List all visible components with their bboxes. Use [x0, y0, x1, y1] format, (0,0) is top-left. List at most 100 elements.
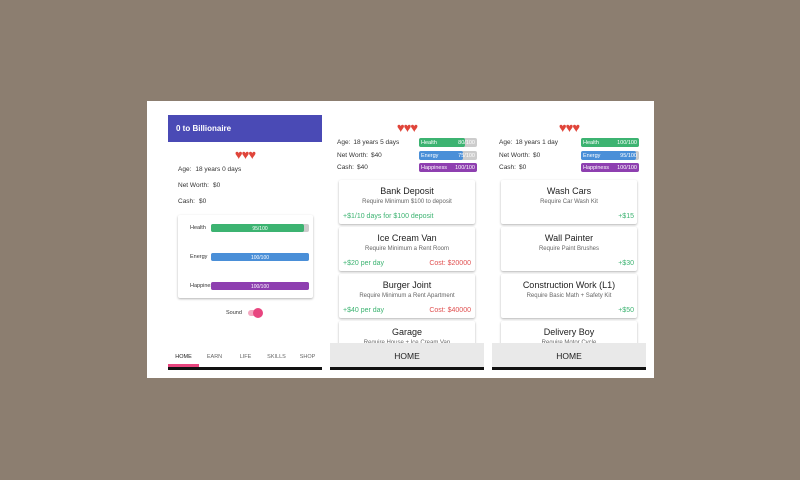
meter-bar [581, 138, 639, 147]
card-income: +$1/10 days for $100 deposit [343, 213, 434, 220]
meter-label: Health [190, 225, 206, 231]
meter-value: 95/100 [252, 225, 268, 232]
stat-row: Age: 18 years 0 days [178, 166, 241, 173]
toggle-knob [253, 308, 263, 318]
meter-value: 100/100 [455, 165, 475, 171]
meter-bar [419, 150, 463, 160]
stat-row: Net Worth: $0 [178, 182, 220, 189]
toggle-label: Sound [226, 310, 242, 316]
card-income: +$20 per day [343, 260, 385, 267]
card-requirement: Require Minimum $100 to deposit [362, 199, 452, 205]
nav-tab[interactable]: SHOP [299, 354, 316, 360]
card-title: Delivery Boy [543, 327, 595, 337]
stat-row: Net Worth: $40 [337, 152, 382, 159]
phone-screen: 0 to Billionaire ♥♥♥ Age: 18 years 0 days Ne… [168, 115, 322, 370]
stat-value: 18 years 1 day [515, 139, 559, 146]
meter-value: 100/100 [617, 140, 637, 146]
meter-bar [581, 163, 639, 172]
meter-value: 100/100 [250, 254, 270, 261]
card-title: Wall Painter [544, 233, 594, 243]
item-card[interactable]: Wall Painter Require Paint Brushes +$30 [501, 227, 637, 271]
card-requirement: Require Basic Math + Safety Kit [526, 293, 612, 299]
item-card[interactable]: Bank Deposit Require Minimum $100 to depo… [339, 180, 475, 224]
stat-label: Net Worth: [499, 151, 530, 159]
card-requirement: Require Minimum a Rent Apartment [359, 293, 455, 299]
card-requirement: Require Minimum a Rent Room [364, 246, 450, 252]
stat-row: Age: 18 years 5 days [337, 139, 399, 146]
app-title: 0 to Billionaire [176, 124, 232, 133]
footer-button[interactable]: HOME [394, 351, 420, 361]
screenshot-panel: 0 to Billionaire ♥♥♥ Age: 18 years 0 days Ne… [147, 101, 654, 378]
meter-label: Energy [583, 152, 601, 159]
meter-label: Happiness [421, 165, 447, 171]
toggle-switch[interactable] [248, 308, 263, 318]
footer-bar [330, 343, 484, 367]
meter-bar [211, 282, 309, 290]
meter-label: Happiness [583, 165, 609, 171]
nav-tab[interactable]: HOME [175, 354, 192, 360]
nav-tab[interactable]: EARN [206, 354, 223, 360]
hearts: ♥♥♥ [558, 120, 580, 135]
hearts: ♥♥♥ [396, 120, 418, 135]
card-income: +$15 [618, 213, 634, 220]
meter-label: Happiness [190, 283, 216, 289]
meter-value: 95/100 [620, 152, 637, 159]
card-requirement: Require Car Wash Kit [540, 199, 598, 205]
card-title: Ice Cream Van [377, 233, 437, 243]
meter-value: 100/100 [617, 165, 637, 171]
stat-row: Cash: $0 [178, 198, 206, 205]
footer-button[interactable]: HOME [556, 351, 582, 361]
phone-screen: ♥♥♥ Age: 18 years 5 days Net Worth: $40 Cash:… [330, 115, 484, 370]
item-card[interactable]: Wash Cars Require Car Wash Kit +$15 [501, 180, 637, 224]
card-title: Bank Deposit [380, 186, 434, 196]
meter-bar [581, 150, 637, 160]
meter-bar [211, 224, 305, 232]
card-cost: Cost: $20000 [429, 260, 471, 267]
stat-label: Cash: [499, 164, 516, 171]
stat-value: 18 years 5 days [353, 139, 400, 146]
phone-screen: ♥♥♥ Age: 18 years 1 day Net Worth: $0 Cash: $0… [492, 115, 646, 370]
stat-value: $0 [532, 151, 541, 159]
card-income: +$30 [618, 260, 634, 267]
card-title: Wash Cars [546, 186, 592, 196]
meter-bar [419, 163, 477, 172]
stat-label: Age: [499, 139, 513, 146]
meter-bar [419, 138, 466, 147]
card-income: +$50 [618, 307, 634, 314]
meter-label: Health [583, 140, 599, 146]
stat-label: Cash: [178, 198, 195, 205]
card-income: +$40 per day [343, 307, 385, 314]
meter-label: Health [421, 140, 437, 146]
stat-row: Age: 18 years 1 day [499, 139, 558, 146]
meter-label: Energy [190, 254, 208, 260]
meter-label: Energy [421, 152, 439, 159]
meter-value: 75/100 [458, 152, 475, 159]
meter-value: 80/100 [458, 140, 475, 146]
stat-value: 18 years 0 days [195, 166, 242, 173]
item-card[interactable]: Construction Work (L1) Require Basic Math… [501, 274, 637, 318]
meter-value: 100/100 [250, 283, 270, 290]
nav-tab[interactable]: SKILLS [267, 354, 286, 360]
stat-value: $0 [518, 164, 527, 171]
footer-bar [492, 343, 646, 367]
stat-value: $0 [198, 198, 207, 205]
stat-label: Cash: [337, 164, 354, 171]
tab-indicator [168, 364, 199, 367]
item-card[interactable]: Burger Joint Require Minimum a Rent Apart… [339, 274, 475, 318]
card-title: Burger Joint [382, 280, 432, 290]
stat-value: $0 [212, 182, 221, 189]
stat-label: Age: [337, 139, 351, 146]
stat-value: $40 [370, 151, 382, 159]
stat-label: Net Worth: [178, 182, 209, 189]
stat-row: Cash: $0 [499, 164, 526, 171]
card-title: Construction Work (L1) [522, 280, 616, 290]
hearts: ♥♥♥ [234, 147, 256, 162]
meter-bar [211, 253, 309, 261]
app-header [168, 115, 322, 142]
stat-label: Age: [178, 166, 192, 173]
card-requirement: Require Paint Brushes [538, 246, 600, 252]
nav-tab[interactable]: LIFE [239, 354, 252, 360]
card-cost: Cost: $40000 [429, 307, 471, 314]
item-card[interactable]: Ice Cream Van Require Minimum a Rent Room… [339, 227, 475, 271]
